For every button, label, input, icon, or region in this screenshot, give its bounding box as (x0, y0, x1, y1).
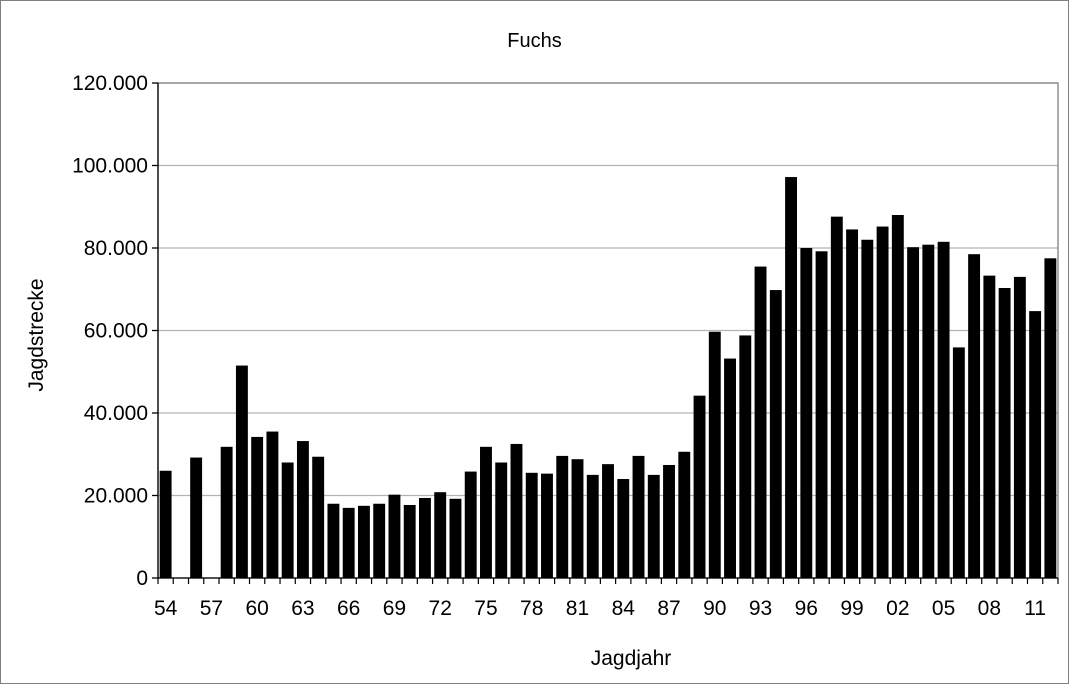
x-tick-label: 78 (520, 597, 543, 620)
bar-83 (602, 464, 614, 578)
bar-76 (495, 462, 508, 578)
y-tick-label: 100.000 (72, 155, 148, 178)
bar-86 (647, 474, 660, 579)
bar-87 (663, 464, 675, 578)
x-tick-label: 87 (657, 597, 680, 620)
bar-58 (220, 446, 233, 578)
bar-71 (419, 497, 431, 578)
bar-64 (312, 456, 325, 578)
bar-01 (876, 226, 889, 579)
bar-67 (357, 505, 370, 578)
bar-05 (937, 241, 950, 578)
bar-11 (1029, 311, 1042, 578)
x-tick-label: 69 (383, 597, 406, 620)
bar-84 (617, 479, 630, 578)
bar-02 (891, 215, 904, 578)
bar-12 (1044, 258, 1057, 578)
bar-96 (800, 248, 813, 578)
bar-88 (678, 451, 691, 578)
bar-62 (281, 462, 294, 578)
bar-74 (464, 471, 477, 578)
bar-68 (373, 503, 386, 578)
bar-98 (830, 216, 843, 578)
bar-08 (983, 275, 996, 578)
y-tick-label: 120.000 (72, 72, 148, 95)
bar-81 (571, 459, 584, 578)
bar-06 (952, 347, 965, 578)
x-tick-label: 54 (154, 597, 178, 620)
y-tick-label: 0 (136, 567, 148, 590)
bar-09 (998, 288, 1011, 578)
bar-66 (342, 507, 355, 579)
y-tick-label: 80.000 (84, 237, 148, 260)
bar-94 (769, 290, 782, 578)
bar-00 (861, 239, 874, 578)
bar-10 (1013, 276, 1026, 579)
bar-03 (907, 247, 920, 578)
x-tick-label: 11 (1024, 597, 1046, 620)
bar-78 (525, 472, 538, 578)
x-tick-label: 63 (291, 597, 314, 620)
x-tick-label: 99 (840, 597, 863, 620)
bar-70 (403, 504, 416, 578)
bar-63 (296, 441, 309, 578)
bar-54 (159, 470, 172, 578)
x-tick-label: 05 (932, 597, 955, 620)
chart-title: Fuchs (507, 30, 562, 52)
bar-82 (586, 474, 599, 579)
bar-80 (556, 455, 569, 578)
bar-79 (541, 473, 553, 578)
bar-61 (266, 431, 279, 578)
x-tick-label: 72 (429, 597, 452, 620)
y-tick-label: 60.000 (84, 320, 148, 343)
bar-77 (510, 443, 523, 578)
x-tick-label: 75 (474, 597, 497, 620)
bar-69 (388, 494, 401, 578)
y-tick-label: 20.000 (84, 485, 148, 508)
bar-04 (922, 244, 935, 578)
bar-07 (968, 254, 981, 578)
bar-89 (693, 395, 706, 578)
bar-85 (632, 455, 645, 578)
bar-91 (724, 358, 736, 578)
y-tick-label: 40.000 (84, 402, 148, 425)
x-tick-label: 96 (795, 597, 818, 620)
bar-72 (434, 492, 447, 578)
bar-93 (754, 266, 767, 578)
x-tick-label: 93 (749, 597, 772, 620)
x-tick-label: 90 (703, 597, 726, 620)
x-tick-label: 57 (200, 597, 223, 620)
x-tick-label: 08 (978, 597, 1001, 620)
bar-99 (846, 229, 859, 578)
bar-60 (251, 436, 264, 578)
bar-73 (449, 498, 462, 578)
bar-75 (480, 446, 492, 578)
bar-59 (235, 365, 248, 578)
x-tick-label: 66 (337, 597, 360, 620)
bar-65 (327, 503, 340, 578)
x-tick-label: 60 (245, 597, 268, 620)
bar-95 (785, 177, 797, 579)
x-tick-label: 81 (566, 597, 589, 620)
bar-97 (815, 251, 828, 579)
x-tick-label: 84 (612, 597, 636, 620)
bar-92 (739, 335, 752, 578)
x-tick-label: 02 (886, 597, 909, 620)
bar-56 (190, 457, 203, 578)
bar-90 (708, 331, 721, 578)
x-axis-title: Jagdjahr (590, 647, 672, 670)
